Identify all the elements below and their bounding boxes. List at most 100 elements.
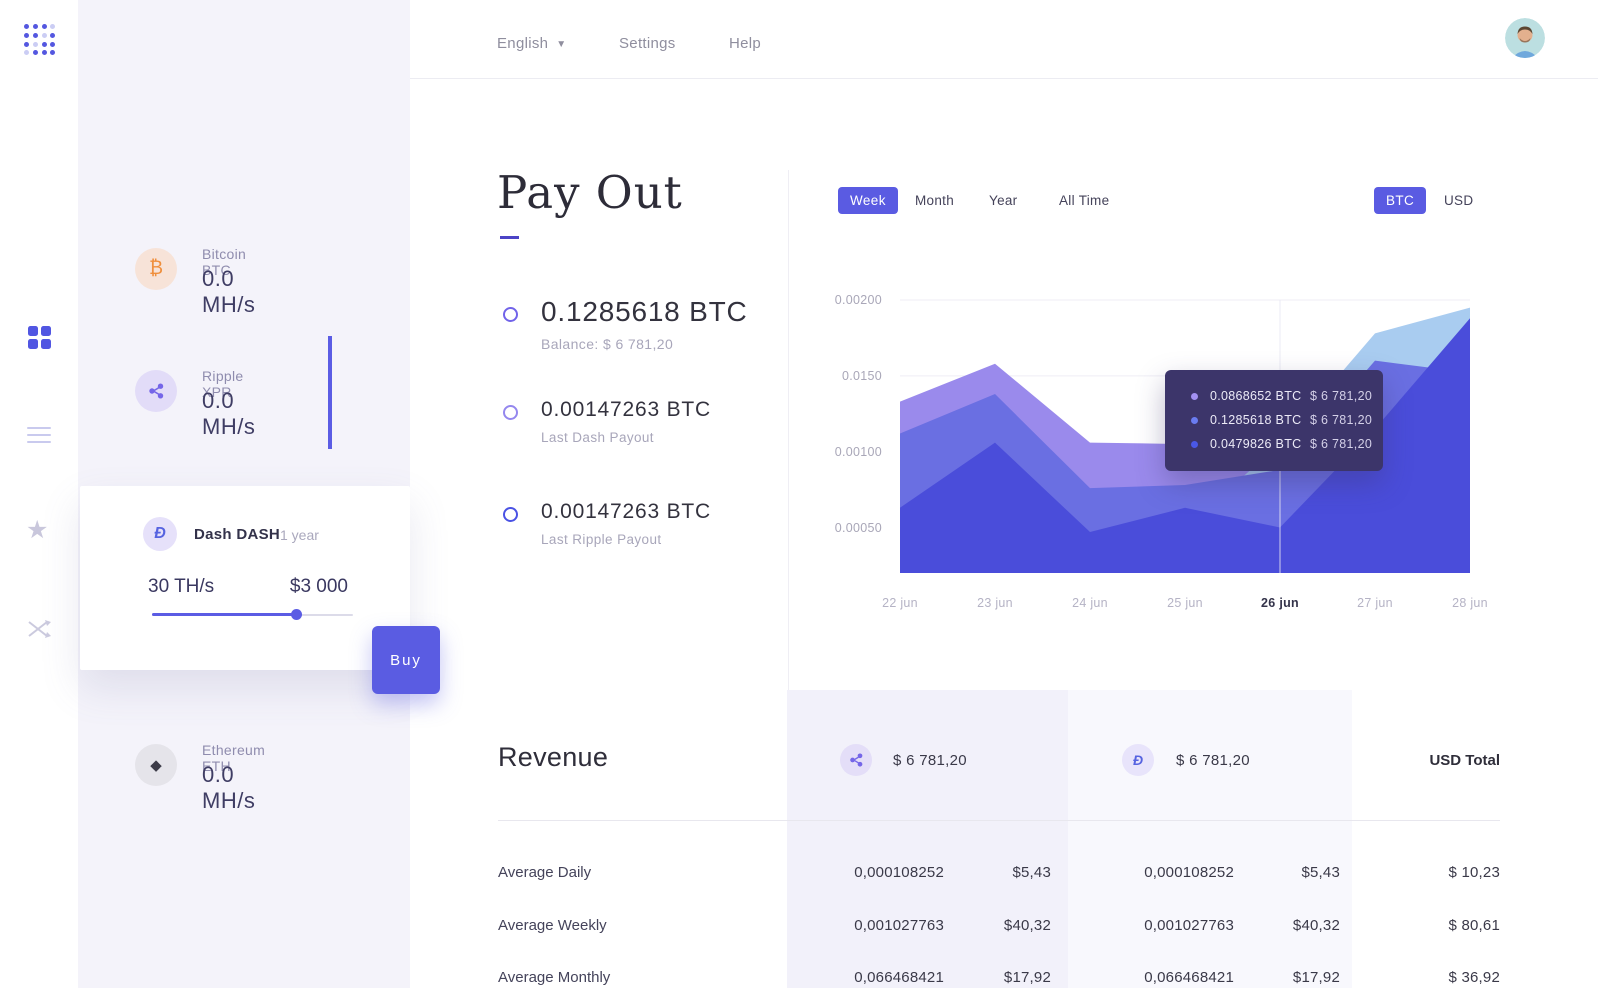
cell-dash-usd: $17,92	[1292, 969, 1340, 986]
cell-usd-total: $ 36,92	[1448, 969, 1500, 986]
y-axis-tick: 0.00200	[834, 293, 882, 307]
help-link[interactable]: Help	[729, 35, 762, 52]
series-dot-icon	[1191, 440, 1198, 448]
payout-amount: 0.1285618 BTC	[541, 296, 748, 327]
row-label: Average Monthly	[498, 969, 611, 986]
revenue-title: Revenue	[498, 742, 609, 772]
dash-plan-name: Dash DASH	[194, 526, 281, 543]
y-axis-tick: 0.00050	[834, 520, 882, 535]
toggle-btc[interactable]: BTC	[1374, 187, 1427, 214]
usd-total-header: USD Total	[1429, 752, 1500, 769]
chart-y-axis: 0.00200 0.0150 0.00100 0.00050	[820, 290, 882, 573]
bitcoin-icon: ₿	[135, 248, 177, 290]
language-selector[interactable]: English ▼	[497, 35, 567, 52]
hashrate-slider[interactable]	[152, 609, 353, 620]
dash-plan-card: Ð Dash DASH 1 year 30 TH/s $3 000	[80, 486, 410, 670]
toggle-usd[interactable]: USD	[1444, 193, 1474, 208]
bullet-icon	[503, 507, 518, 522]
title-underline	[500, 236, 519, 239]
chevron-down-icon: ▼	[556, 39, 567, 50]
tooltip-usd-value: $ 6 781,20	[1310, 389, 1373, 403]
hashrate-value: 30 TH/s	[148, 576, 215, 597]
dash-plan-term: 1 year	[280, 527, 319, 543]
row-label: Average Daily	[498, 864, 592, 881]
row-label: Average Weekly	[498, 917, 607, 934]
tab-week[interactable]: Week	[838, 187, 898, 214]
series-dot-icon	[1191, 392, 1198, 400]
x-axis-tick: 23 jun	[977, 596, 1013, 610]
table-header-divider	[498, 820, 1500, 821]
dash-icon: Ð	[143, 517, 177, 551]
x-axis-tick: 25 jun	[1167, 596, 1203, 610]
series-dot-icon	[1191, 416, 1198, 424]
tab-year[interactable]: Year	[989, 193, 1018, 208]
x-axis-tick: 24 jun	[1072, 596, 1108, 610]
revenue-ripple-column-bg	[787, 690, 1068, 988]
tooltip-row: 0.1285618 BTC $ 6 781,20	[1165, 408, 1383, 432]
cell-usd-total: $ 80,61	[1448, 917, 1500, 934]
active-coin-indicator	[328, 336, 332, 449]
ripple-revenue-total: $ 6 781,20	[893, 752, 967, 769]
ripple-icon	[840, 744, 872, 776]
tab-month[interactable]: Month	[915, 193, 955, 208]
x-axis-tick: 28 jun	[1452, 596, 1488, 610]
star-icon[interactable]: ★	[26, 516, 49, 544]
coin-hashrate: 0.0 MH/s	[202, 762, 256, 813]
y-axis-tick: 0.0150	[841, 368, 882, 383]
bullet-icon	[503, 405, 518, 420]
x-axis-tick: 27 jun	[1357, 596, 1393, 610]
x-axis-tick: 26 jun	[1261, 596, 1299, 610]
buy-button[interactable]: Buy	[372, 626, 440, 694]
dashboard-grid-icon[interactable]	[28, 326, 51, 349]
ethereum-icon: ◆	[135, 744, 177, 786]
top-bar: English ▼ Settings Help	[410, 0, 1598, 79]
cell-dash-usd: $40,32	[1292, 917, 1340, 934]
ripple-icon	[135, 370, 177, 412]
cell-dash-btc: 0,001027763	[1144, 917, 1234, 934]
payout-amount: 0.00147263 BTC	[541, 500, 711, 523]
cell-ripple-btc: 0,001027763	[854, 917, 944, 934]
tooltip-btc-value: 0.0868652 BTC	[1210, 389, 1302, 403]
coin-hashrate: 0.0 MH/s	[202, 266, 256, 317]
slider-handle[interactable]	[291, 609, 302, 620]
x-axis-tick: 22 jun	[882, 596, 918, 610]
cell-dash-btc: 0,000108252	[1144, 864, 1234, 881]
cell-ripple-usd: $40,32	[1003, 917, 1051, 934]
coin-name: Bitcoin BTC	[202, 246, 247, 278]
shuffle-icon[interactable]	[27, 620, 51, 643]
y-axis-tick: 0.00100	[834, 444, 882, 459]
user-avatar[interactable]	[1505, 18, 1545, 58]
page-title: Pay Out	[497, 166, 683, 219]
payout-label: Balance: $ 6 781,20	[541, 336, 674, 352]
cell-ripple-btc: 0,000108252	[854, 864, 944, 881]
bullet-icon	[503, 307, 518, 322]
tooltip-row: 0.0479826 BTC $ 6 781,20	[1165, 432, 1383, 456]
payout-dash-item: 0.00147263 BTC Last Dash Payout	[497, 398, 711, 445]
menu-icon[interactable]	[27, 427, 51, 448]
payout-label: Last Ripple Payout	[541, 532, 662, 547]
payout-ripple-item: 0.00147263 BTC Last Ripple Payout	[497, 500, 711, 547]
dash-revenue-total: $ 6 781,20	[1176, 752, 1250, 769]
payout-amount: 0.00147263 BTC	[541, 398, 711, 421]
payout-balance-item: 0.1285618 BTC Balance: $ 6 781,20	[497, 296, 748, 352]
cell-ripple-usd: $5,43	[1012, 864, 1051, 881]
tooltip-usd-value: $ 6 781,20	[1310, 413, 1373, 427]
coin-hashrate: 0.0 MH/s	[202, 388, 256, 439]
cell-ripple-btc: 0,066468421	[854, 969, 944, 986]
cell-usd-total: $ 10,23	[1448, 864, 1500, 881]
dash-icon: Ð	[1122, 744, 1154, 776]
coin-name: Ethereum ETH	[202, 742, 266, 774]
payout-label: Last Dash Payout	[541, 430, 654, 445]
icon-rail: ★	[0, 0, 78, 988]
section-divider	[788, 170, 789, 690]
tab-all-time[interactable]: All Time	[1059, 193, 1110, 208]
cell-dash-usd: $5,43	[1301, 864, 1340, 881]
tooltip-btc-value: 0.0479826 BTC	[1210, 437, 1302, 451]
price-value: $3 000	[289, 576, 348, 597]
app-logo-icon[interactable]	[24, 24, 56, 56]
cell-dash-btc: 0,066468421	[1144, 969, 1234, 986]
tooltip-usd-value: $ 6 781,20	[1310, 437, 1373, 451]
tooltip-btc-value: 0.1285618 BTC	[1210, 413, 1302, 427]
settings-link[interactable]: Settings	[619, 35, 676, 52]
